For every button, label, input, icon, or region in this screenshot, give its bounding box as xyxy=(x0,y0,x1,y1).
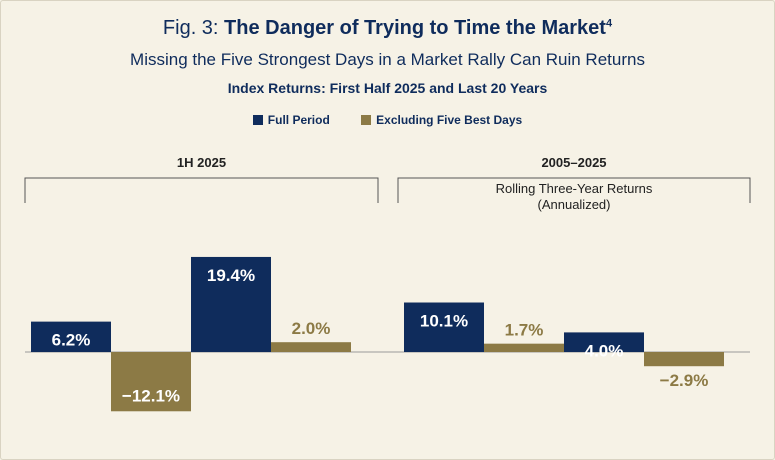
group-2-bar-1 xyxy=(404,302,484,352)
title-text: The Danger of Trying to Time the Market xyxy=(224,17,606,39)
legend-swatch-full-period xyxy=(252,115,263,125)
chart-subtitle: Missing the Five Strongest Days in a Mar… xyxy=(130,50,645,69)
group-2-bar-2 xyxy=(484,343,564,352)
legend-swatch-excluding xyxy=(361,115,372,125)
group-2-note-1: Rolling Three-Year Returns xyxy=(496,181,653,196)
group-1-bar-4 xyxy=(271,342,351,352)
group-2-bar-4 xyxy=(644,352,724,367)
group-1-bar-1 xyxy=(31,321,111,352)
group-1-bar-4-label: 2.0% xyxy=(292,319,331,338)
group-2-bar-3-label: 4.0% xyxy=(585,341,624,360)
group-2-note-2: (Annualized) xyxy=(538,197,611,212)
group-1-bar-2 xyxy=(111,352,191,412)
group-1-bar-1-label: 6.2% xyxy=(52,331,91,350)
figure-label: Fig. 3: xyxy=(162,17,219,39)
group-1-bracket xyxy=(24,177,379,203)
group-2-bar-3 xyxy=(564,332,644,352)
group-2-label: 2005–2025 xyxy=(541,155,606,170)
legend-item-excluding: Excluding Five Best Days xyxy=(361,113,522,127)
group-2-bracket xyxy=(397,177,751,203)
group-2-bar-4-label: −2.9% xyxy=(660,371,709,390)
footnote-mark: 4 xyxy=(605,17,613,30)
group-1-bar-3-label: 19.4% xyxy=(207,266,255,285)
group-1-label: 1H 2025 xyxy=(177,155,226,170)
chart-title: Fig. 3: The Danger of Trying to Time the… xyxy=(0,17,775,40)
legend-label-full-period: Full Period xyxy=(267,113,330,127)
group-1-bar-3 xyxy=(191,256,271,352)
chart-subsubtitle: Index Returns: First Half 2025 and Last … xyxy=(227,80,548,96)
group-2-bar-1-label: 10.1% xyxy=(420,312,468,331)
group-1-bar-2-label: −12.1% xyxy=(122,386,180,405)
legend-item-full-period: Full Period xyxy=(252,113,330,127)
legend-label-excluding: Excluding Five Best Days xyxy=(376,113,523,127)
legend: Full Period Excluding Five Best Days xyxy=(0,113,775,128)
group-2-bar-2-label: 1.7% xyxy=(505,321,544,340)
